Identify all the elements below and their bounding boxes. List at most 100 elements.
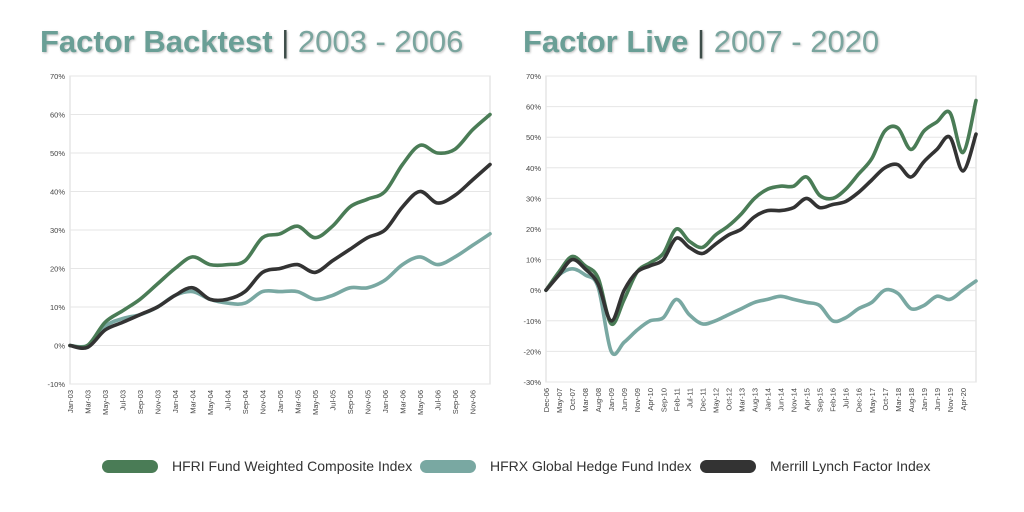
live-x-tick-label: Dec-11 bbox=[698, 388, 707, 412]
backtest-x-tick-label: Jan-06 bbox=[381, 390, 390, 413]
live-x-tick-label: Aug-18 bbox=[907, 388, 916, 412]
backtest-y-tick-label: 0% bbox=[54, 342, 65, 351]
live-x-tick-label: Oct-17 bbox=[881, 388, 890, 411]
live-x-tick-label: Nov-19 bbox=[946, 388, 955, 412]
backtest-x-tick-label: Nov-04 bbox=[259, 390, 268, 414]
backtest-y-tick-label: 30% bbox=[50, 226, 65, 235]
live-y-tick-label: -10% bbox=[523, 317, 541, 326]
backtest-y-tick-label: 10% bbox=[50, 303, 65, 312]
live-title-main: Factor Live bbox=[523, 24, 689, 59]
backtest-x-tick-label: Jul-06 bbox=[434, 390, 443, 410]
live-title-range: 2007 - 2020 bbox=[713, 24, 880, 59]
backtest-x-tick-label: Nov-06 bbox=[469, 390, 478, 414]
live-x-tick-label: Feb-16 bbox=[829, 388, 838, 412]
live-series-line-hfri bbox=[544, 98, 978, 327]
backtest-x-tick-label: Sep-05 bbox=[346, 390, 355, 414]
live-series-line-merrill bbox=[544, 132, 978, 323]
backtest-x-tick-label: Jan-04 bbox=[171, 390, 180, 413]
live-y-tick-label: -20% bbox=[523, 347, 541, 356]
live-x-tick-label: Aug-13 bbox=[750, 388, 759, 412]
live-x-tick-label: Dec-16 bbox=[855, 388, 864, 412]
backtest-title-range: 2003 - 2006 bbox=[297, 24, 464, 59]
backtest-x-tick-label: Mar-05 bbox=[294, 390, 303, 414]
live-x-tick-label: Nov-09 bbox=[633, 388, 642, 412]
live-x-tick-label: Jun-09 bbox=[620, 388, 629, 411]
live-x-tick-label: Oct-07 bbox=[568, 388, 577, 411]
backtest-x-tick-label: Jan-05 bbox=[276, 390, 285, 413]
live-x-tick-label: Apr-15 bbox=[803, 388, 812, 411]
backtest-chart: -10% 0% 10% 20% 30% 40% 50% 60% 70% Jan-03 Mar-03 M… bbox=[47, 72, 492, 415]
backtest-title-main: Factor Backtest bbox=[40, 24, 273, 59]
backtest-series-line-hfri bbox=[68, 112, 492, 350]
live-y-tick-label: 70% bbox=[526, 72, 541, 81]
backtest-y-tick-label: 50% bbox=[50, 149, 65, 158]
backtest-title: Factor Backtest | 2003 - 2006 bbox=[40, 22, 463, 62]
live-x-tick-label: May-17 bbox=[868, 388, 877, 413]
backtest-x-tick-label: Nov-05 bbox=[364, 390, 373, 414]
legend-label-hfrx: HFRX Global Hedge Fund Index bbox=[490, 458, 692, 474]
legend-label-merrill: Merrill Lynch Factor Index bbox=[770, 458, 931, 474]
backtest-x-tick-label: May-06 bbox=[416, 390, 425, 415]
live-x-tick-label: Aug-08 bbox=[594, 388, 603, 412]
backtest-x-tick-label: May-05 bbox=[311, 390, 320, 415]
live-y-tick-label: 40% bbox=[526, 164, 541, 173]
live-x-tick-label: Mar-18 bbox=[894, 388, 903, 412]
live-x-tick-label: Sep-15 bbox=[816, 388, 825, 412]
live-title-separator: | bbox=[697, 24, 706, 59]
backtest-series-line-merrill bbox=[68, 162, 492, 351]
live-y-tick-label: -30% bbox=[523, 378, 541, 387]
live-x-tick-label: Apr-10 bbox=[646, 388, 655, 411]
legend-item-hfri: HFRI Fund Weighted Composite Index bbox=[102, 458, 412, 474]
legend: HFRI Fund Weighted Composite Index HFRX … bbox=[0, 458, 1024, 478]
legend-swatch-merrill bbox=[700, 459, 756, 473]
backtest-x-tick-label: Mar-03 bbox=[84, 390, 93, 414]
live-y-tick-label: 30% bbox=[526, 194, 541, 203]
live-x-tick-label: Apr-20 bbox=[959, 388, 968, 411]
backtest-x-tick-label: Mar-04 bbox=[189, 390, 198, 414]
legend-swatch-hfrx bbox=[420, 459, 476, 473]
legend-swatch-hfri bbox=[102, 459, 158, 473]
live-x-tick-label: Jan-09 bbox=[607, 388, 616, 411]
backtest-x-tick-label: Mar-06 bbox=[399, 390, 408, 414]
live-x-tick-label: Jun-19 bbox=[933, 388, 942, 411]
backtest-x-tick-label: May-04 bbox=[206, 390, 215, 415]
live-x-tick-label: Feb-11 bbox=[672, 388, 681, 411]
live-x-tick-label: Jul-11 bbox=[685, 388, 694, 408]
legend-label-hfri: HFRI Fund Weighted Composite Index bbox=[172, 458, 413, 474]
live-series-line-hfrx bbox=[544, 267, 978, 357]
live-x-tick-label: May-07 bbox=[555, 388, 564, 413]
backtest-x-tick-label: Sep-06 bbox=[451, 390, 460, 414]
live-x-tick-label: Dec-06 bbox=[542, 388, 551, 412]
live-x-tick-label: Jul-16 bbox=[842, 388, 851, 408]
backtest-y-tick-label: 60% bbox=[50, 111, 65, 120]
live-x-tick-label: May-12 bbox=[711, 388, 720, 413]
legend-item-merrill: Merrill Lynch Factor Index bbox=[700, 458, 931, 474]
live-x-tick-label: Jan-19 bbox=[920, 388, 929, 411]
backtest-x-tick-label: May-03 bbox=[101, 390, 110, 415]
backtest-y-tick-label: 20% bbox=[50, 265, 65, 274]
backtest-x-tick-label: Sep-03 bbox=[136, 390, 145, 414]
live-x-tick-label: Oct-12 bbox=[724, 388, 733, 411]
live-x-tick-label: Mar-13 bbox=[737, 388, 746, 412]
backtest-x-tick-label: Jul-04 bbox=[224, 390, 233, 410]
live-title: Factor Live | 2007 - 2020 bbox=[523, 22, 879, 62]
live-y-tick-label: 50% bbox=[526, 133, 541, 142]
live-x-tick-label: Mar-08 bbox=[581, 388, 590, 412]
backtest-y-tick-label: 70% bbox=[50, 72, 65, 81]
backtest-x-tick-label: Jul-05 bbox=[329, 390, 338, 410]
live-x-tick-label: Jun-14 bbox=[777, 388, 786, 411]
backtest-x-tick-label: Sep-04 bbox=[241, 390, 250, 414]
backtest-title-separator: | bbox=[281, 24, 290, 59]
live-y-tick-label: 60% bbox=[526, 103, 541, 112]
live-x-tick-label: Nov-14 bbox=[790, 388, 799, 412]
backtest-y-tick-label: -10% bbox=[47, 380, 65, 389]
live-y-tick-label: 10% bbox=[526, 256, 541, 265]
backtest-y-tick-label: 40% bbox=[50, 188, 65, 197]
live-y-tick-label: 0% bbox=[530, 286, 541, 295]
live-chart: -30% -20% -10% 0% 10% 20% 30% 40% 50% 60% 70% Dec-0… bbox=[523, 72, 978, 413]
backtest-x-tick-label: Jan-03 bbox=[66, 390, 75, 413]
backtest-x-tick-label: Jul-03 bbox=[119, 390, 128, 410]
live-y-tick-label: 20% bbox=[526, 225, 541, 234]
live-x-tick-label: Jan-14 bbox=[764, 388, 773, 411]
live-x-tick-label: Sep-10 bbox=[659, 388, 668, 412]
